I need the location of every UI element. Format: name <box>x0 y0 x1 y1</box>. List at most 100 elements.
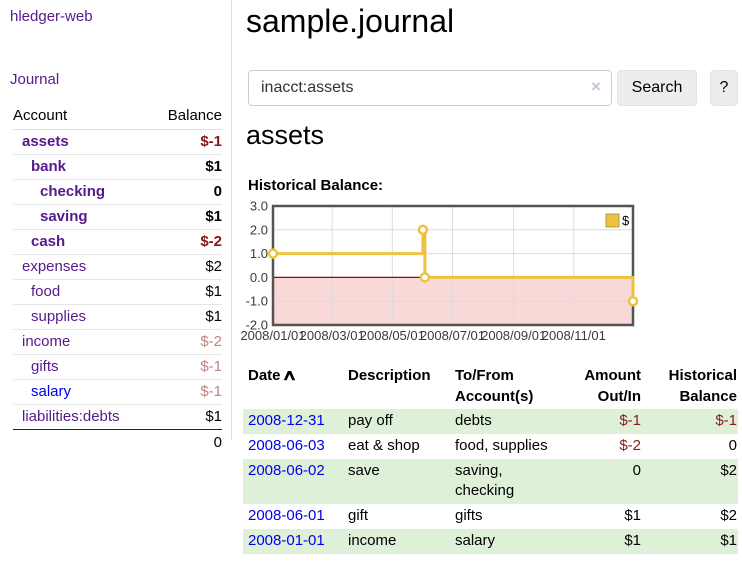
total-balance: 0 <box>213 434 222 451</box>
account-balance: $1 <box>205 408 222 425</box>
transaction-date-link[interactable]: 2008-06-01 <box>248 507 325 524</box>
transaction-amount: $-2 <box>619 437 641 454</box>
sidebar-item-journal[interactable]: Journal <box>10 71 60 88</box>
account-link[interactable]: food <box>31 283 61 300</box>
transaction-amount: $1 <box>624 532 641 549</box>
account-balance: $-2 <box>200 233 222 250</box>
account-tree-header: Account Balance <box>13 103 222 130</box>
account-link[interactable]: gifts <box>31 358 59 375</box>
register-row: 2008-01-01 income salary $1 $1 <box>243 529 738 554</box>
account-link[interactable]: checking <box>40 183 106 200</box>
data-point-marker <box>627 295 639 307</box>
account-row: income $-2 <box>13 330 222 355</box>
account-tree-total-row: 0 <box>13 429 222 455</box>
account-row: salary $-1 <box>13 380 222 405</box>
historical-balance-chart: 3.0 2.0 1.0 0.0 -1.0 -2.02008/01/012008/03/01… <box>240 199 639 343</box>
account-row: assets $-1 <box>13 130 222 155</box>
transaction-accounts: debts <box>455 412 492 429</box>
search-input[interactable] <box>248 70 612 106</box>
account-link[interactable]: income <box>22 333 71 350</box>
transaction-accounts: saving, checking <box>455 462 515 499</box>
account-link[interactable]: supplies <box>31 308 87 325</box>
account-row: saving $1 <box>13 205 222 230</box>
account-balance: $-1 <box>200 383 222 400</box>
sort-asc-icon: ∧ <box>281 367 297 384</box>
account-balance: $-1 <box>200 358 222 375</box>
legend-label: $ <box>622 213 630 228</box>
transaction-balance: 0 <box>728 437 737 454</box>
register-row: 2008-06-02 save saving, checking 0 $2 <box>243 459 738 504</box>
transaction-amount: $-1 <box>619 412 641 429</box>
legend-swatch <box>605 213 620 228</box>
account-balance: $1 <box>205 283 222 300</box>
transaction-date-link[interactable]: 2008-01-01 <box>248 532 325 549</box>
register-col-amount: Amount Out/In <box>584 367 641 405</box>
search-button[interactable]: Search <box>617 70 697 106</box>
account-tree: Account Balance assets $-1 bank $1 checking 0… <box>13 103 222 455</box>
x-tick-label: 2008/11/01 <box>542 328 606 343</box>
register-header-row: Date∧ Description To/From Account(s) Amount O… <box>243 363 738 409</box>
y-tick-label: -1.0 <box>246 294 268 309</box>
transaction-date-link[interactable]: 2008-06-02 <box>248 462 325 479</box>
clear-search-icon[interactable]: × <box>591 77 601 96</box>
y-tick-label: -2.0 <box>246 318 268 333</box>
data-point-marker <box>419 272 431 283</box>
account-row: supplies $1 <box>13 305 222 330</box>
x-tick-label: 2008/03/01 <box>300 328 365 343</box>
account-row: liabilities:debts $1 <box>13 405 222 430</box>
account-row: cash $-2 <box>13 230 222 255</box>
account-heading: assets <box>246 120 325 150</box>
transaction-amount: 0 <box>632 462 641 479</box>
account-row: expenses $2 <box>13 255 222 280</box>
account-column-label: Account <box>13 107 68 124</box>
transaction-date-link[interactable]: 2008-06-03 <box>248 437 325 454</box>
transaction-date-link[interactable]: 2008-12-31 <box>248 412 325 429</box>
transaction-description: income <box>348 532 397 549</box>
transaction-amount: $1 <box>624 507 641 524</box>
transaction-balance: $-1 <box>715 412 737 429</box>
transaction-description: gift <box>348 507 369 524</box>
transaction-balance: $2 <box>720 507 737 524</box>
account-row: gifts $-1 <box>13 355 222 380</box>
transaction-accounts: gifts <box>455 507 483 524</box>
account-row: checking 0 <box>13 180 222 205</box>
transaction-accounts: food, supplies <box>455 437 548 454</box>
account-link[interactable]: assets <box>22 133 69 150</box>
x-tick-label: 2008/09/01 <box>481 328 546 343</box>
account-balance: $1 <box>205 158 222 175</box>
account-balance: $-1 <box>200 133 222 150</box>
brand-link[interactable]: hledger-web <box>10 8 93 25</box>
y-tick-label: 1.0 <box>250 246 268 261</box>
register-col-description: Description <box>348 367 431 384</box>
y-tick-label: 0.0 <box>250 270 268 285</box>
account-link[interactable]: saving <box>40 208 88 225</box>
account-link[interactable]: expenses <box>22 258 87 275</box>
transaction-description: eat & shop <box>348 437 420 454</box>
register-col-balance: Historical Balance <box>668 367 737 405</box>
register-col-date[interactable]: Date∧ <box>248 367 297 384</box>
register-col-accounts: To/From Account(s) <box>455 367 534 405</box>
account-balance: $1 <box>205 208 222 225</box>
chart-title: Historical Balance: <box>248 177 384 194</box>
x-tick-label: 2008/07/01 <box>420 328 485 343</box>
data-point-marker <box>417 224 429 236</box>
register-row: 2008-12-31 pay off debts $-1 $-1 <box>243 409 738 434</box>
account-balance: $2 <box>205 258 222 275</box>
help-button[interactable]: ? <box>710 70 738 106</box>
account-link[interactable]: cash <box>31 233 66 250</box>
data-point-marker <box>267 248 279 259</box>
transaction-description: save <box>348 462 380 479</box>
x-tick-label: 2008/01/01 <box>240 328 305 343</box>
account-link[interactable]: salary <box>31 383 72 400</box>
account-balance: $-2 <box>200 333 222 350</box>
transaction-balance: $1 <box>720 532 737 549</box>
account-link[interactable]: liabilities:debts <box>22 408 120 425</box>
account-link[interactable]: bank <box>31 158 67 175</box>
transaction-description: pay off <box>348 412 393 429</box>
register-row: 2008-06-01 gift gifts $1 $2 <box>243 504 738 529</box>
transaction-accounts: salary <box>455 532 496 549</box>
sidebar: hledger-web Journal Account Balance asse… <box>0 0 232 451</box>
register-row: 2008-06-03 eat & shop food, supplies $-2 0 <box>243 434 738 459</box>
y-tick-label: 2.0 <box>250 222 268 237</box>
account-row: bank $1 <box>13 155 222 180</box>
